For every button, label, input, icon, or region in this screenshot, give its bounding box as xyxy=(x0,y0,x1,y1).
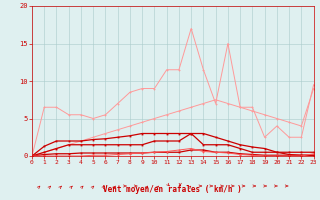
X-axis label: Vent moyen/en rafales ( km/h ): Vent moyen/en rafales ( km/h ) xyxy=(103,185,242,194)
